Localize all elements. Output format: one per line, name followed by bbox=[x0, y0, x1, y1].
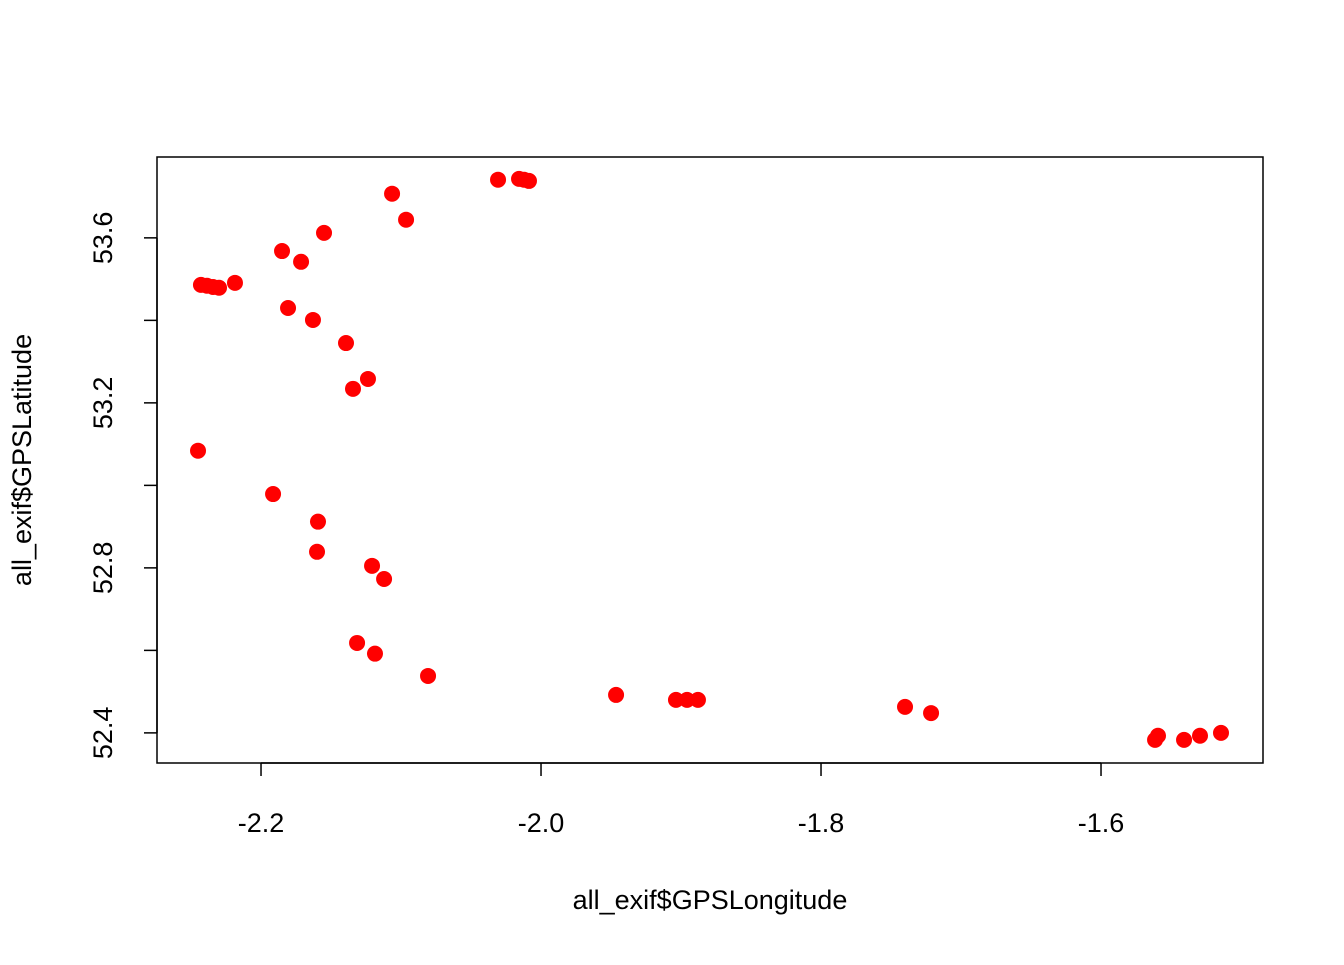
point bbox=[520, 172, 537, 189]
point bbox=[226, 274, 243, 291]
point bbox=[190, 442, 207, 459]
x-tick-label: -2.0 bbox=[518, 808, 565, 838]
point bbox=[211, 279, 228, 296]
point bbox=[398, 211, 415, 228]
point bbox=[1192, 727, 1208, 744]
y-tick-label: 52.8 bbox=[88, 542, 118, 595]
point bbox=[897, 698, 914, 715]
point bbox=[1176, 731, 1193, 748]
point bbox=[309, 543, 326, 560]
point bbox=[345, 380, 361, 397]
point bbox=[265, 486, 282, 503]
point bbox=[376, 571, 393, 588]
point bbox=[608, 686, 625, 703]
point bbox=[316, 224, 333, 241]
point bbox=[338, 335, 354, 352]
x-tick-label: -1.6 bbox=[1078, 808, 1125, 838]
point bbox=[384, 185, 401, 202]
point bbox=[310, 513, 326, 530]
point bbox=[923, 705, 940, 722]
point bbox=[293, 253, 310, 270]
y-tick-label: 53.2 bbox=[88, 377, 118, 430]
x-axis-title: all_exif$GPSLongitude bbox=[573, 885, 848, 915]
point bbox=[274, 243, 291, 260]
x-tick-label: -2.2 bbox=[238, 808, 285, 838]
point bbox=[667, 691, 684, 708]
plot-box bbox=[156, 156, 1264, 764]
point bbox=[420, 667, 437, 684]
y-tick-label: 52.4 bbox=[88, 707, 118, 760]
x-tick-label: -1.8 bbox=[798, 808, 845, 838]
point bbox=[1150, 727, 1166, 744]
y-tick-label: 53.6 bbox=[88, 212, 118, 265]
point bbox=[366, 645, 383, 662]
point bbox=[359, 370, 376, 387]
point bbox=[349, 634, 366, 651]
point bbox=[364, 557, 381, 574]
point bbox=[1213, 724, 1229, 741]
point bbox=[490, 171, 507, 188]
point bbox=[689, 691, 706, 708]
y-axis-title: all_exif$GPSLatitude bbox=[7, 334, 37, 586]
point bbox=[280, 299, 297, 316]
point bbox=[304, 311, 321, 328]
